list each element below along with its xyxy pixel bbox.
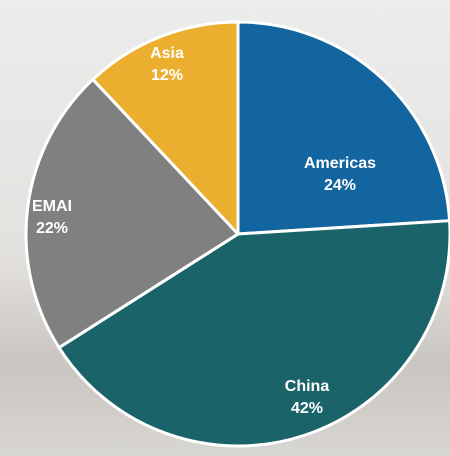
slice-value-label: 24% xyxy=(324,177,356,194)
slice-label: Americas xyxy=(304,155,376,172)
slice-value-label: 22% xyxy=(36,220,68,237)
pie-slice xyxy=(24,77,240,350)
slice-label: EMAI xyxy=(32,198,72,215)
pie-slice xyxy=(57,219,450,448)
pie xyxy=(24,20,450,448)
slice-value-label: 42% xyxy=(291,400,323,417)
pie-slice xyxy=(236,20,450,236)
slice-label: China xyxy=(285,378,330,395)
slice-label: Asia xyxy=(150,45,184,62)
pie-slice xyxy=(91,20,240,236)
slice-value-label: 12% xyxy=(151,67,183,84)
labels: Americas 24% China 42% EMAI 22% Asia 12% xyxy=(32,45,376,417)
